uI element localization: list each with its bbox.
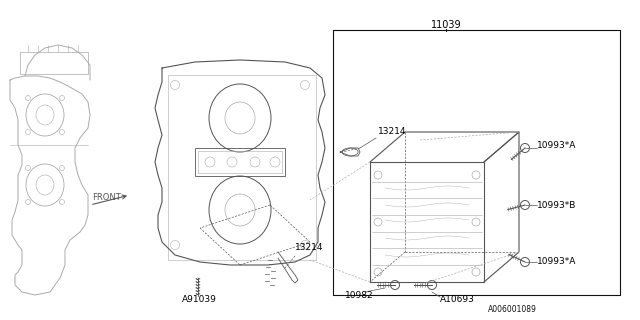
Text: A10693: A10693 [440,294,475,303]
Text: A006001089: A006001089 [488,306,537,315]
Text: FRONT: FRONT [92,194,121,203]
Text: 13214: 13214 [295,244,323,252]
Bar [168,75,316,260]
Bar [20,52,88,74]
Text: 10993*A: 10993*A [537,140,577,149]
Bar [195,148,285,176]
Text: A91039: A91039 [182,295,217,305]
Bar [198,151,282,173]
Text: 13214: 13214 [378,127,406,137]
Text: 10982: 10982 [345,292,374,300]
Text: 11039: 11039 [431,20,461,30]
Text: 10993*B: 10993*B [537,201,577,210]
Text: 10993*A: 10993*A [537,258,577,267]
